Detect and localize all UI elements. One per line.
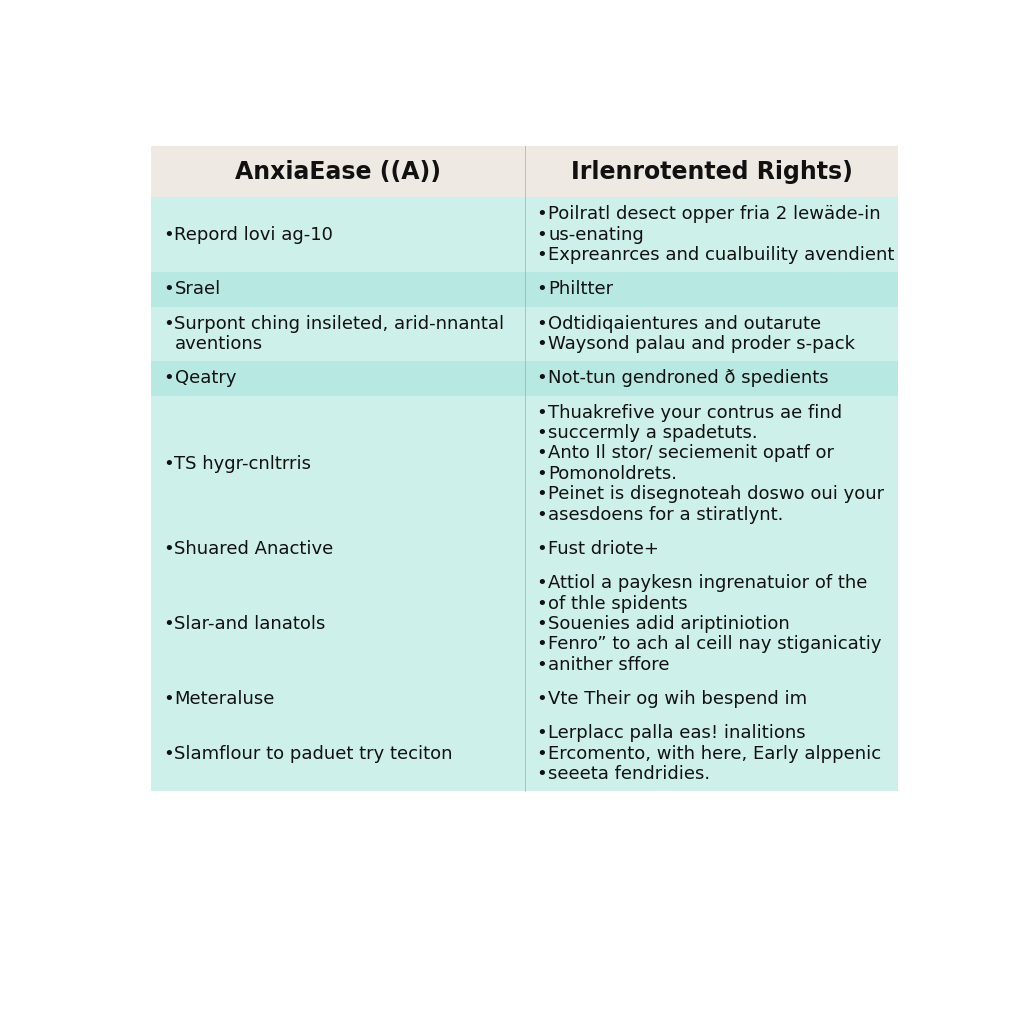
- Text: •: •: [163, 455, 174, 473]
- Bar: [524, 531, 898, 566]
- Bar: [152, 272, 524, 306]
- Text: •: •: [537, 335, 547, 353]
- Bar: [524, 146, 898, 198]
- Text: •: •: [537, 370, 547, 387]
- Text: •: •: [537, 595, 547, 612]
- Text: Shuared Anactive: Shuared Anactive: [174, 540, 334, 558]
- Bar: [524, 306, 898, 361]
- Text: •: •: [163, 744, 174, 763]
- Text: Odtidiqaientures and outarute: Odtidiqaientures and outarute: [548, 314, 821, 333]
- Text: •: •: [537, 636, 547, 653]
- Text: •: •: [163, 281, 174, 298]
- Text: •: •: [537, 655, 547, 674]
- Bar: [152, 146, 524, 198]
- Text: AnxiaEase ((A)): AnxiaEase ((A)): [236, 160, 441, 183]
- Text: Attiol a paykesn ingrenatuior of the: Attiol a paykesn ingrenatuior of the: [548, 574, 867, 592]
- Bar: [152, 682, 524, 716]
- Text: •: •: [537, 615, 547, 633]
- Text: •: •: [537, 506, 547, 523]
- Text: •: •: [537, 246, 547, 264]
- Bar: [152, 531, 524, 566]
- Text: Souenies adid ariptiniotion: Souenies adid ariptiniotion: [548, 615, 790, 633]
- Text: •: •: [163, 690, 174, 708]
- Text: Poilratl desect opper fria 2 lewäde-in: Poilratl desect opper fria 2 lewäde-in: [548, 206, 881, 223]
- Text: Slamflour to paduet try teciton: Slamflour to paduet try teciton: [174, 744, 453, 763]
- Text: •: •: [537, 465, 547, 483]
- Bar: [524, 716, 898, 792]
- Text: •: •: [537, 744, 547, 763]
- Text: Expreanrces and cualbuility avendient: Expreanrces and cualbuility avendient: [548, 246, 894, 264]
- Bar: [152, 395, 524, 531]
- Text: •: •: [163, 370, 174, 387]
- Text: •: •: [537, 314, 547, 333]
- Text: anither sffore: anither sffore: [548, 655, 670, 674]
- Text: TS hygr-cnltrris: TS hygr-cnltrris: [174, 455, 311, 473]
- Text: Philtter: Philtter: [548, 281, 613, 298]
- Text: aventions: aventions: [174, 335, 262, 353]
- Bar: [524, 198, 898, 272]
- Text: Waysond palau and proder s-pack: Waysond palau and proder s-pack: [548, 335, 855, 353]
- Text: •: •: [163, 314, 174, 333]
- Text: Irlenrotented Rights): Irlenrotented Rights): [570, 160, 853, 183]
- Bar: [524, 682, 898, 716]
- Text: Peinet is disegnoteah doswo oui your: Peinet is disegnoteah doswo oui your: [548, 485, 884, 503]
- Bar: [524, 272, 898, 306]
- Text: Pomonoldrets.: Pomonoldrets.: [548, 465, 677, 483]
- Bar: [524, 395, 898, 531]
- Text: •: •: [537, 724, 547, 742]
- Text: •: •: [537, 765, 547, 783]
- Text: of thle spidents: of thle spidents: [548, 595, 688, 612]
- Text: •: •: [537, 424, 547, 442]
- Text: Surpont ching insileted, arid-nnantal: Surpont ching insileted, arid-nnantal: [174, 314, 505, 333]
- Text: •: •: [163, 615, 174, 633]
- Text: Slar-and lanatols: Slar-and lanatols: [174, 615, 326, 633]
- Text: •: •: [537, 281, 547, 298]
- Text: Anto Il stor/ seciemenit opatf or: Anto Il stor/ seciemenit opatf or: [548, 444, 835, 463]
- Bar: [152, 716, 524, 792]
- Text: •: •: [537, 690, 547, 708]
- Bar: [524, 361, 898, 395]
- Text: •: •: [537, 206, 547, 223]
- Text: Vte Their og wih bespend im: Vte Their og wih bespend im: [548, 690, 807, 708]
- Text: •: •: [537, 444, 547, 463]
- Text: •: •: [537, 225, 547, 244]
- Text: asesdoens for a stiratlynt.: asesdoens for a stiratlynt.: [548, 506, 783, 523]
- Text: Fust driote+: Fust driote+: [548, 540, 658, 558]
- Text: us-enating: us-enating: [548, 225, 644, 244]
- Bar: [524, 566, 898, 682]
- Text: •: •: [163, 225, 174, 244]
- Text: Meteraluse: Meteraluse: [174, 690, 274, 708]
- Text: Repord lovi ag-10: Repord lovi ag-10: [174, 225, 334, 244]
- Bar: [152, 306, 524, 361]
- Text: Fenro” to ach al ceill nay stiganicatiy: Fenro” to ach al ceill nay stiganicatiy: [548, 636, 882, 653]
- Text: seeeta fendridies.: seeeta fendridies.: [548, 765, 711, 783]
- Text: •: •: [537, 403, 547, 422]
- Bar: [152, 198, 524, 272]
- Text: Lerplacc palla eas! inalitions: Lerplacc palla eas! inalitions: [548, 724, 806, 742]
- Text: Not-tun gendroned ð spedients: Not-tun gendroned ð spedients: [548, 370, 828, 387]
- Text: Qeatry: Qeatry: [174, 370, 236, 387]
- Text: Thuakrefive your contrus ae find: Thuakrefive your contrus ae find: [548, 403, 842, 422]
- Text: •: •: [537, 540, 547, 558]
- Text: •: •: [537, 485, 547, 503]
- Bar: [152, 361, 524, 395]
- Bar: [152, 566, 524, 682]
- Text: Srael: Srael: [174, 281, 221, 298]
- Text: Ercomento, with here, Early alppenic: Ercomento, with here, Early alppenic: [548, 744, 882, 763]
- Text: •: •: [537, 574, 547, 592]
- Text: •: •: [163, 540, 174, 558]
- Text: succermly a spadetuts.: succermly a spadetuts.: [548, 424, 758, 442]
